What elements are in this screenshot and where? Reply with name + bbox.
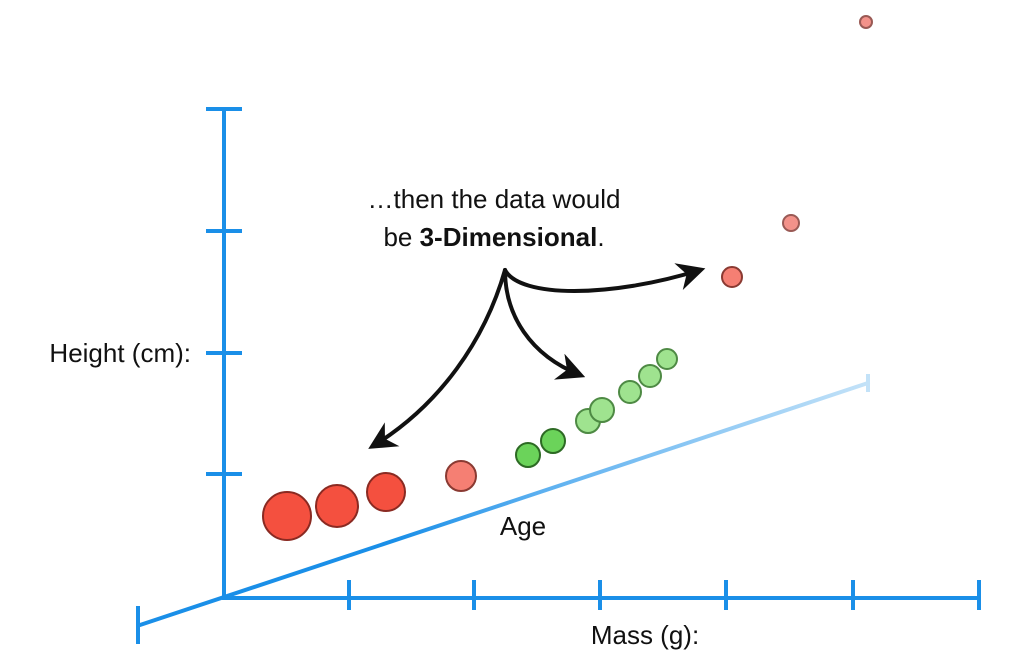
mass-axis-label: Mass (g): — [591, 620, 699, 650]
annotation-line-2-suffix: . — [597, 222, 604, 252]
data-point — [859, 15, 873, 29]
mass-axis — [222, 580, 981, 610]
data-points — [262, 15, 873, 541]
data-point — [366, 472, 406, 512]
height-axis — [206, 107, 242, 598]
arrow-to-green-points — [503, 268, 586, 380]
data-point — [445, 460, 477, 492]
age-axis-label: Age — [500, 511, 546, 541]
data-point — [540, 428, 566, 454]
age-axis — [136, 374, 870, 644]
age-axis-line — [138, 381, 870, 627]
annotation-line-1: …then the data would — [368, 184, 621, 214]
arrow-to-far-points — [503, 263, 706, 293]
annotation-arrows — [368, 263, 706, 449]
height-axis-label: Height (cm): — [49, 338, 191, 368]
arrow-to-red-points — [368, 268, 507, 449]
data-point — [315, 484, 359, 528]
data-point — [589, 397, 615, 423]
data-point — [656, 348, 678, 370]
data-point — [782, 214, 800, 232]
data-point — [618, 380, 642, 404]
data-point — [721, 266, 743, 288]
data-point — [638, 364, 662, 388]
annotation-dimension-term: 3-Dimensional — [420, 222, 598, 252]
annotation-line-2-prefix: be — [383, 222, 419, 252]
annotation-line-2: be 3-Dimensional. — [383, 222, 604, 252]
data-point — [262, 491, 312, 541]
data-point — [515, 442, 541, 468]
